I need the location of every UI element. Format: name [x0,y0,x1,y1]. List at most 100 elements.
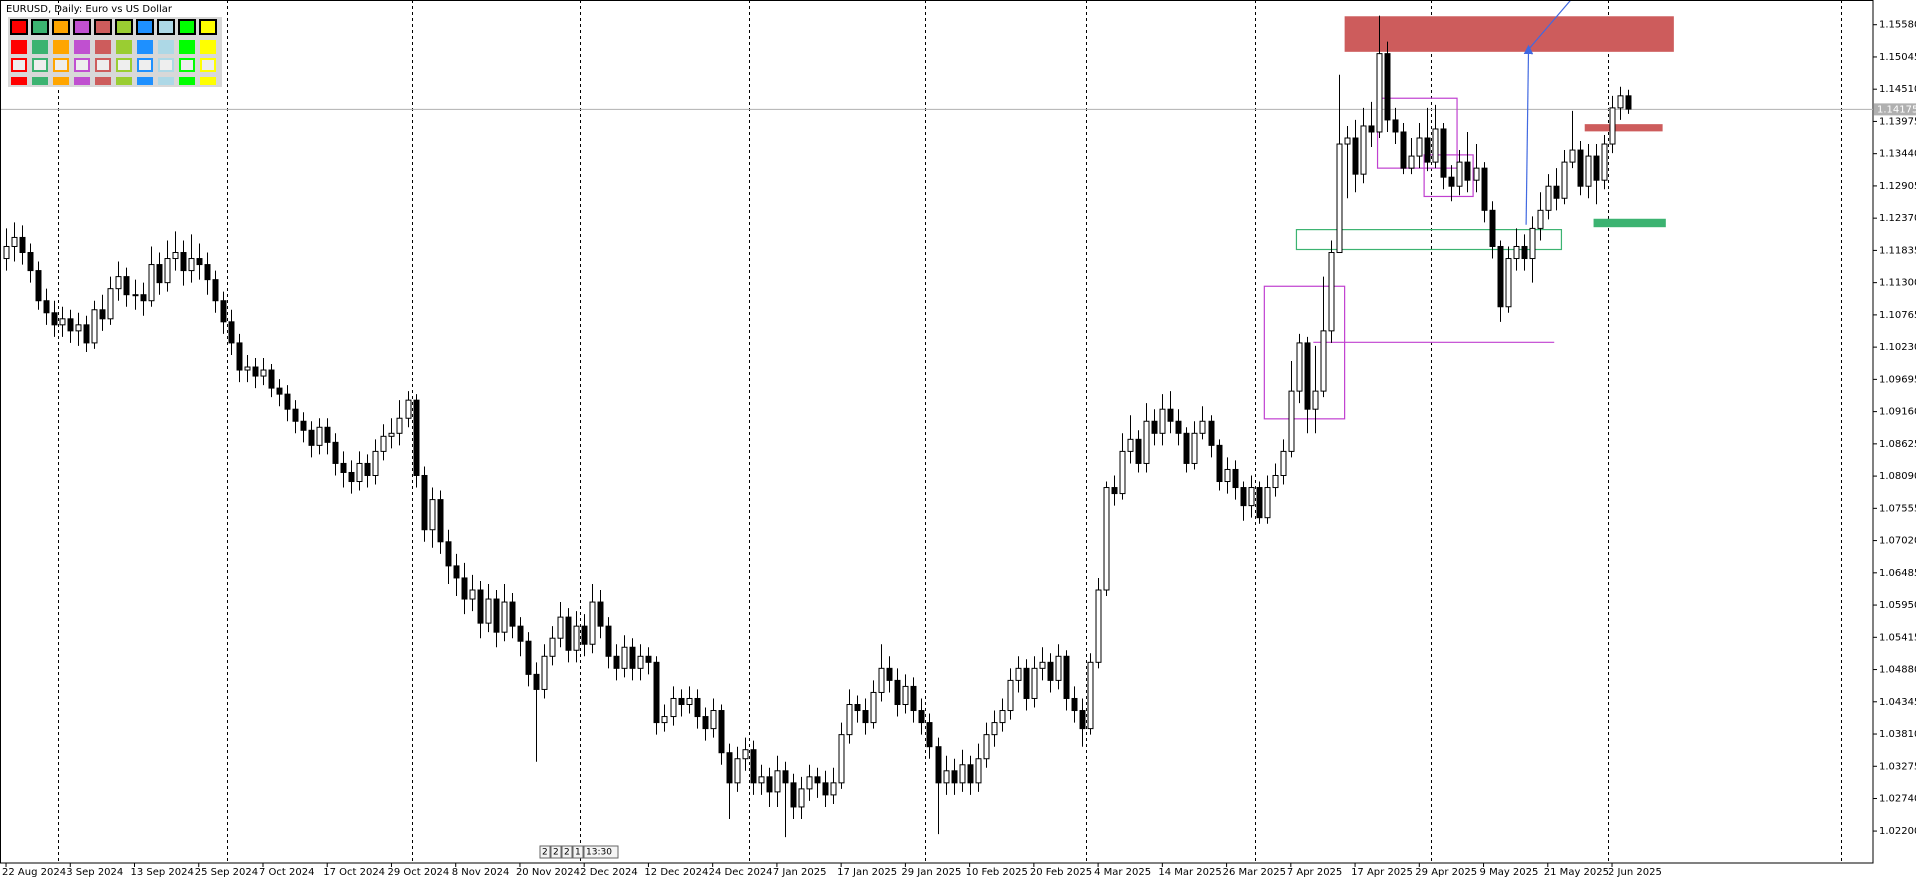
candle-body [115,276,122,290]
x-tick-label: 17 Oct 2024 [323,867,385,878]
x-tick-label: 3 Sep 2024 [66,867,123,878]
candle-body [196,258,203,266]
candle-body [983,734,990,760]
palette-swatch [74,77,90,85]
candle-body [1256,487,1263,519]
x-tick-label: 12 Dec 2024 [644,867,708,878]
y-tick-label: 1.06485 [1879,568,1916,579]
candle-body [388,432,395,437]
candle-body [589,601,596,645]
x-tick-label: 2 Jun 2025 [1608,867,1662,878]
candle-body [798,788,805,808]
candle-body [83,324,90,344]
candle-body [276,387,283,395]
candle-body [541,655,548,690]
candle-body [485,598,492,624]
candle-body [1007,679,1014,712]
toolbar-label: 2 [564,848,570,858]
candle-body [943,770,950,784]
y-tick-label: 1.04345 [1879,697,1916,708]
palette-swatch [179,58,195,72]
candle-body [549,637,556,657]
y-tick-label: 1.09160 [1879,407,1916,418]
y-tick-label: 1.11835 [1879,245,1916,256]
candle-body [1569,149,1576,163]
toolbar-label: 1 [575,848,581,858]
candle-body [1448,176,1455,187]
chart-header: EURUSD, Daily: Euro vs US Dollar [6,4,173,15]
candle-body [694,697,701,718]
palette-swatch [52,19,70,35]
candle-body [1424,137,1431,163]
x-tick-label: 14 Mar 2025 [1158,867,1221,878]
y-tick-label: 1.05950 [1879,600,1916,611]
candle-body [1545,185,1552,211]
palette-swatch [137,40,153,54]
candle-body [1248,487,1255,507]
x-tick-label: 29 Apr 2025 [1415,867,1477,878]
palette-swatch [53,40,69,54]
palette-swatch [116,40,132,54]
candle-body [1489,209,1496,247]
x-tick-label: 20 Feb 2025 [1030,867,1092,878]
candle-body [1224,468,1231,483]
candle-body [967,764,974,784]
palette-swatch [200,40,216,54]
candle-body [758,776,765,784]
candle-body [372,450,379,476]
x-tick-label: 25 Sep 2024 [195,867,258,878]
toolbar-button[interactable] [550,845,562,859]
candle-body [613,655,620,669]
candle-body [951,770,958,784]
candle-body [557,616,564,639]
toolbar-button[interactable] [561,845,573,859]
y-tick-label: 1.15045 [1879,52,1916,63]
candle-body [999,710,1006,724]
candle-body [1416,137,1423,157]
candle-body [1199,420,1206,434]
toolbar-button[interactable] [539,845,551,859]
candle-body [1368,125,1375,133]
palette-swatch [116,58,132,72]
y-tick-label: 1.10765 [1879,310,1916,321]
candle-body [1095,589,1102,663]
toolbar-button[interactable] [572,845,584,859]
candle-body [1513,245,1520,260]
x-tick-label: 7 Oct 2024 [259,867,314,878]
zone [1263,285,1346,420]
candle-body [1047,661,1054,681]
candle-body [846,704,853,736]
candle-body [1352,137,1359,175]
y-tick-label: 1.11300 [1879,278,1916,289]
y-tick-label: 1.08090 [1879,471,1916,482]
candle-body [1585,155,1592,187]
candle-body [1111,487,1118,495]
x-tick-label: 20 Nov 2024 [516,867,580,878]
candle-body [501,601,508,633]
candle-body [1328,252,1335,332]
candle-body [1079,710,1086,730]
candle-body [686,697,693,706]
zone [1423,154,1474,198]
palette-swatch [95,40,111,54]
palette-swatch [74,40,90,54]
last-price-label: 1.14175 [1877,104,1916,115]
palette-swatch [200,58,216,72]
candle-body [1280,450,1287,476]
candle-body [1617,95,1624,109]
candle-body [1240,487,1247,507]
candle-body [1577,149,1584,187]
candle-body [172,252,179,260]
candle-body [268,369,275,389]
toolbar-button[interactable] [583,845,619,859]
palette-swatch [94,19,112,35]
palette-swatch [32,58,48,72]
candle-body [59,318,66,326]
candle-body [629,646,636,669]
candle-body [1151,420,1158,434]
candle-body [750,749,757,784]
candle-body [300,420,307,431]
candle-body [19,236,26,254]
candle-body [597,601,604,627]
x-tick-label: 13 Sep 2024 [131,867,194,878]
